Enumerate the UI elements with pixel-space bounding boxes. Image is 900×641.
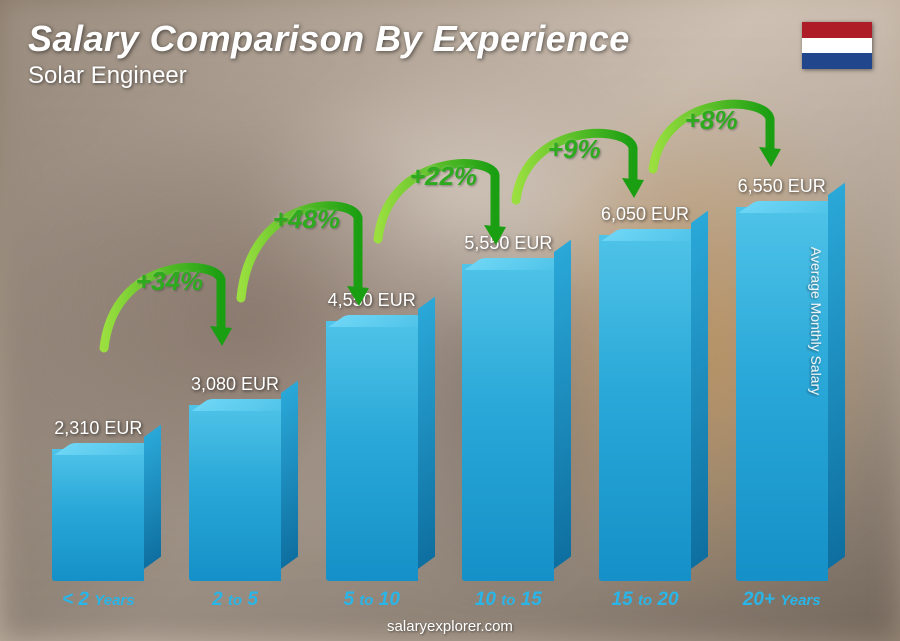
flag-stripe-blue bbox=[802, 53, 872, 69]
bar-3d bbox=[52, 449, 144, 581]
flag-stripe-white bbox=[802, 38, 872, 54]
x-axis-label: 20+ Years bbox=[713, 589, 850, 611]
increase-arrow: +8% bbox=[647, 111, 792, 194]
bar-3d bbox=[462, 264, 554, 581]
bar-slot: 5,550 EUR bbox=[440, 233, 577, 581]
increase-arrow: +48% bbox=[235, 210, 380, 323]
bar-front-face bbox=[462, 264, 554, 581]
percent-increase-label: +8% bbox=[685, 105, 738, 136]
bar-value-label: 2,310 EUR bbox=[54, 418, 142, 439]
percent-increase-label: +9% bbox=[548, 134, 601, 165]
x-axis-label: < 2 Years bbox=[30, 589, 167, 611]
bar-side-face bbox=[281, 381, 298, 569]
bar-side-face bbox=[418, 297, 435, 569]
bar-front-face bbox=[52, 449, 144, 581]
x-axis-label: 15 to 20 bbox=[577, 589, 714, 611]
bar-side-face bbox=[691, 211, 708, 569]
page-title: Salary Comparison By Experience bbox=[28, 18, 630, 60]
percent-increase-label: +34% bbox=[136, 266, 203, 297]
x-axis-label: 10 to 15 bbox=[440, 589, 577, 611]
bar-3d bbox=[189, 405, 281, 581]
y-axis-label: Average Monthly Salary bbox=[808, 246, 824, 394]
bar-slot: 3,080 EUR bbox=[167, 374, 304, 581]
bar-side-face bbox=[828, 183, 845, 569]
bar-slot: 4,550 EUR bbox=[303, 290, 440, 581]
bar-3d bbox=[599, 235, 691, 581]
percent-increase-label: +22% bbox=[410, 161, 477, 192]
page-subtitle: Solar Engineer bbox=[28, 62, 630, 90]
bar-slot: 6,050 EUR bbox=[577, 204, 714, 581]
bar-front-face bbox=[326, 321, 418, 581]
increase-arrow: +9% bbox=[510, 140, 655, 225]
bar-side-face bbox=[144, 425, 161, 569]
x-axis: < 2 Years2 to 55 to 1010 to 1515 to 2020… bbox=[30, 589, 850, 611]
bar-slot: 6,550 EUR bbox=[713, 176, 850, 581]
footer-attribution: salaryexplorer.com bbox=[0, 618, 900, 635]
bar-value-label: 3,080 EUR bbox=[191, 374, 279, 395]
netherlands-flag-icon bbox=[802, 22, 872, 69]
percent-increase-label: +48% bbox=[273, 204, 340, 235]
increase-arrow: +22% bbox=[372, 167, 517, 264]
bar-front-face bbox=[599, 235, 691, 581]
increase-arrow: +34% bbox=[98, 272, 243, 373]
x-axis-label: 5 to 10 bbox=[303, 589, 440, 611]
x-axis-label: 2 to 5 bbox=[167, 589, 304, 611]
flag-stripe-red bbox=[802, 22, 872, 38]
bar-side-face bbox=[554, 240, 571, 569]
bar-3d bbox=[326, 321, 418, 581]
bar-front-face bbox=[189, 405, 281, 581]
header: Salary Comparison By Experience Solar En… bbox=[28, 18, 630, 90]
bar-slot: 2,310 EUR bbox=[30, 418, 167, 581]
